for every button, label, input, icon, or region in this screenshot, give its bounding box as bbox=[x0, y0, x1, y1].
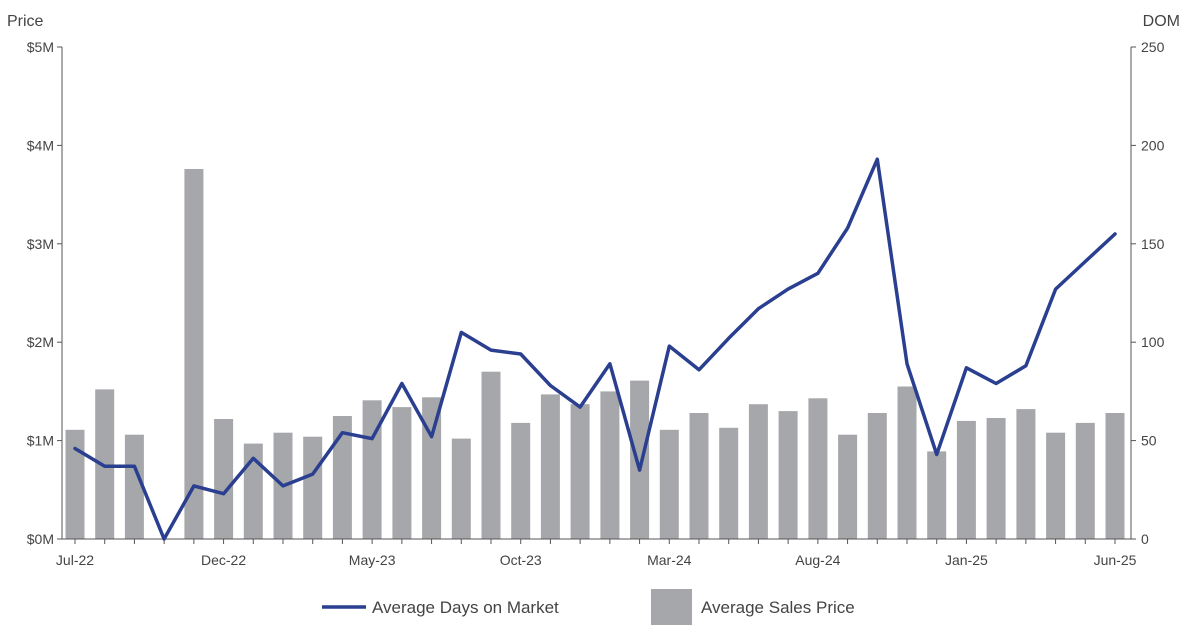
price-bar-jan-23 bbox=[243, 443, 263, 539]
left-tick-label: $0M bbox=[27, 531, 54, 547]
price-bar-dec-22 bbox=[214, 419, 234, 539]
right-tick-label: 100 bbox=[1141, 334, 1165, 350]
legend: Average Days on Market Average Sales Pri… bbox=[322, 589, 855, 625]
price-bar-apr-23 bbox=[332, 416, 352, 539]
left-axis-title: Price bbox=[7, 13, 44, 30]
price-bar-jun-25 bbox=[1105, 413, 1125, 539]
price-bar-oct-24 bbox=[867, 413, 887, 539]
price-bar-apr-25 bbox=[1046, 432, 1066, 539]
left-axis-ticks: $0M $1M $2M $3M $4M $5M bbox=[27, 39, 62, 547]
x-tick-label: Mar-24 bbox=[647, 552, 692, 568]
price-bar-nov-24 bbox=[897, 386, 917, 539]
price-bar-aug-23 bbox=[451, 438, 471, 539]
right-tick-label: 50 bbox=[1141, 433, 1157, 449]
x-tick-label: Aug-24 bbox=[795, 552, 840, 568]
price-bar-dec-24 bbox=[927, 451, 947, 539]
price-bar-feb-24 bbox=[630, 380, 650, 539]
x-tick-label: May-23 bbox=[349, 552, 396, 568]
price-bar-jan-24 bbox=[600, 391, 620, 539]
price-bar-sep-23 bbox=[481, 371, 501, 539]
price-bar-may-25 bbox=[1075, 422, 1095, 539]
price-bar-jan-25 bbox=[956, 420, 976, 539]
legend-dom-label: Average Days on Market bbox=[372, 598, 559, 617]
x-tick-label: Jun-25 bbox=[1094, 552, 1137, 568]
price-bar-mar-24 bbox=[659, 429, 679, 539]
legend-price-swatch bbox=[651, 589, 692, 625]
price-bar-mar-23 bbox=[303, 436, 323, 539]
x-tick-label: Jul-22 bbox=[56, 552, 94, 568]
price-bar-apr-24 bbox=[689, 413, 709, 539]
price-bar-may-24 bbox=[719, 427, 739, 539]
x-tick-label: Dec-22 bbox=[201, 552, 246, 568]
x-tick-label: Jan-25 bbox=[945, 552, 988, 568]
price-bar-jul-24 bbox=[778, 411, 798, 539]
price-bar-nov-22 bbox=[184, 169, 204, 539]
x-tick-label: Oct-23 bbox=[500, 552, 542, 568]
price-bar-jun-23 bbox=[392, 407, 412, 539]
price-bar-jul-22 bbox=[65, 429, 85, 539]
left-tick-label: $4M bbox=[27, 137, 54, 153]
price-bar-mar-25 bbox=[1016, 409, 1036, 539]
price-bar-jun-24 bbox=[748, 404, 768, 539]
axes bbox=[61, 47, 1132, 540]
left-tick-label: $3M bbox=[27, 236, 54, 252]
price-bar-nov-23 bbox=[540, 394, 560, 539]
price-bar-aug-24 bbox=[808, 398, 828, 539]
price-bar-oct-23 bbox=[511, 422, 531, 539]
price-bar-feb-25 bbox=[986, 418, 1006, 539]
price-bar-sep-22 bbox=[124, 434, 144, 539]
right-tick-label: 250 bbox=[1141, 39, 1165, 55]
right-tick-label: 0 bbox=[1141, 531, 1149, 547]
left-tick-label: $2M bbox=[27, 334, 54, 350]
dom-line-layer bbox=[73, 157, 1117, 541]
price-bar-dec-23 bbox=[570, 404, 590, 539]
dom-line bbox=[73, 157, 1117, 541]
price-bar-may-23 bbox=[362, 400, 382, 539]
right-tick-label: 200 bbox=[1141, 137, 1165, 153]
right-axis-ticks: 0 50 100 150 200 250 bbox=[1131, 39, 1165, 547]
price-bar-jul-23 bbox=[422, 397, 442, 539]
left-tick-label: $1M bbox=[27, 433, 54, 449]
x-axis-ticks: Jul-22 Dec-22 May-23 Oct-23 Mar-24 Aug-24 Jan-… bbox=[56, 539, 1137, 568]
price-bar-sep-24 bbox=[838, 434, 858, 539]
price-bars bbox=[65, 169, 1125, 539]
legend-price-label: Average Sales Price bbox=[701, 598, 855, 617]
left-tick-label: $5M bbox=[27, 39, 54, 55]
right-axis-title: DOM bbox=[1143, 13, 1180, 30]
right-tick-label: 150 bbox=[1141, 236, 1165, 252]
